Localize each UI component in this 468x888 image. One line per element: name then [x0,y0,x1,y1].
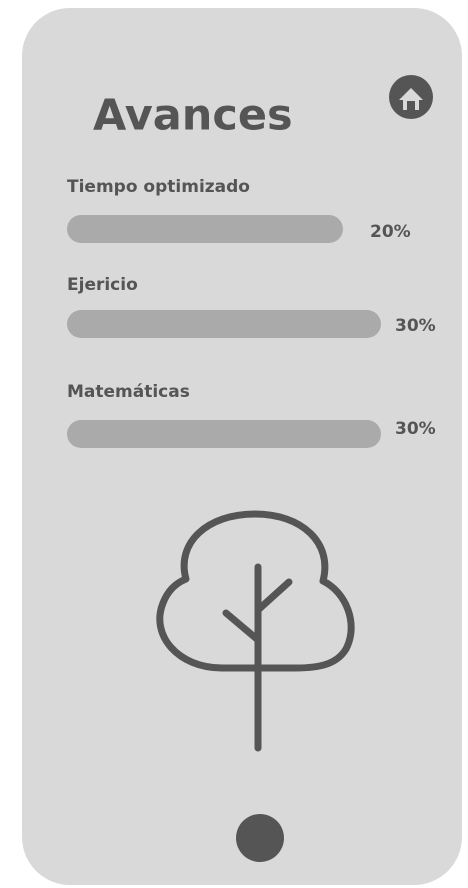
screen-title: Avances [93,91,293,141]
progress-bar [67,420,381,448]
home-indicator-button[interactable] [236,814,284,862]
progress-bar [67,310,381,338]
item-label: Tiempo optimizado [67,177,250,197]
item-label: Ejericio [67,275,138,295]
item-label: Matemáticas [67,382,190,402]
home-icon-house[interactable] [399,88,423,110]
home-button[interactable] [389,75,433,119]
tree-canopy [156,510,355,672]
tree-icon [156,510,355,752]
item-percent: 30% [395,316,436,336]
tree-branch [222,609,262,644]
progress-bar [67,215,343,243]
home-icon-door[interactable] [407,101,415,110]
item-percent: 20% [370,222,411,242]
tree-branch [254,578,293,614]
item-percent: 30% [395,419,436,439]
